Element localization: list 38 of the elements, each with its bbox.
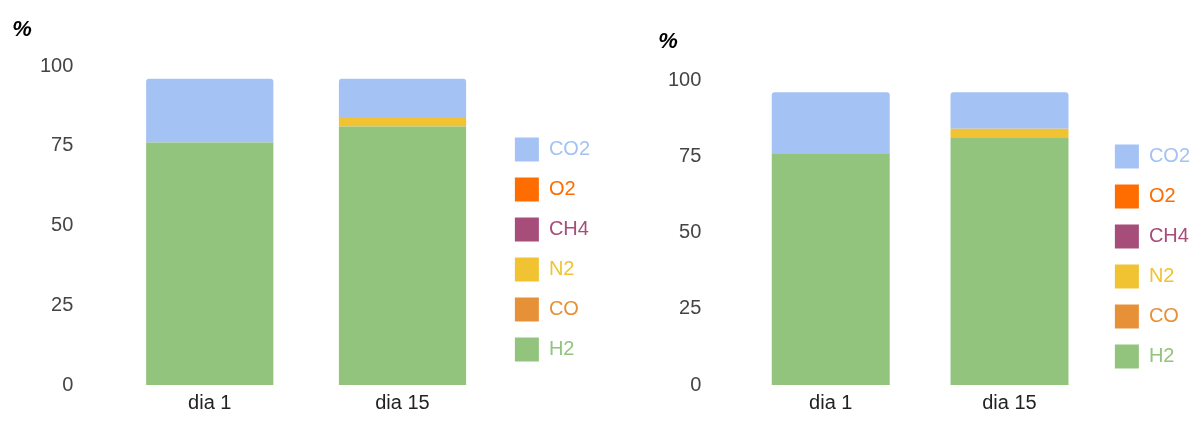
legend-label: N2	[1148, 264, 1175, 287]
x-tick-label: dia 15	[375, 390, 430, 413]
y-tick-label: 75	[51, 133, 74, 156]
legend-label: N2	[548, 257, 575, 280]
x-tick-label: dia 15	[982, 390, 1037, 413]
y-tick-label: 0	[690, 372, 702, 395]
y-axis-title: %	[12, 16, 32, 42]
bar	[338, 78, 467, 118]
legend-label: O2	[548, 177, 576, 200]
y-tick-label: 25	[51, 292, 74, 315]
legend-label: H2	[1148, 344, 1175, 367]
y-axis-title: %	[658, 28, 678, 54]
x-tick-label: dia 1	[809, 390, 853, 413]
legend-label: CH4	[1148, 224, 1189, 247]
bar	[950, 128, 1069, 138]
legend-label: CO2	[1148, 144, 1190, 167]
bar	[771, 92, 890, 154]
legend-label: CO	[1148, 304, 1179, 327]
y-tick-label: 100	[667, 67, 702, 90]
y-tick-label: 50	[679, 220, 702, 243]
legend-label: O2	[1148, 184, 1176, 207]
bar	[146, 78, 274, 143]
y-tick-label: 50	[51, 213, 74, 236]
legend-label: CO2	[548, 137, 590, 160]
bar	[950, 92, 1069, 129]
bar	[338, 117, 467, 127]
y-tick-label: 100	[39, 53, 74, 76]
y-tick-label: 25	[679, 296, 702, 319]
legend-label: CH4	[548, 217, 589, 240]
y-tick-label: 0	[62, 372, 74, 395]
bar	[950, 137, 1069, 385]
legend-label: H2	[548, 337, 575, 360]
bar	[146, 142, 274, 385]
bar	[338, 126, 467, 385]
y-tick-label: 75	[679, 143, 702, 166]
x-tick-label: dia 1	[188, 390, 232, 413]
bar	[771, 153, 890, 385]
legend-label: CO	[548, 297, 579, 320]
